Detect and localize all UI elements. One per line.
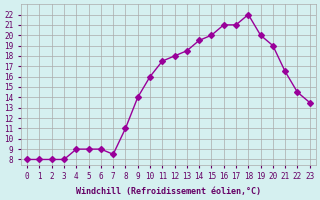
- X-axis label: Windchill (Refroidissement éolien,°C): Windchill (Refroidissement éolien,°C): [76, 187, 261, 196]
